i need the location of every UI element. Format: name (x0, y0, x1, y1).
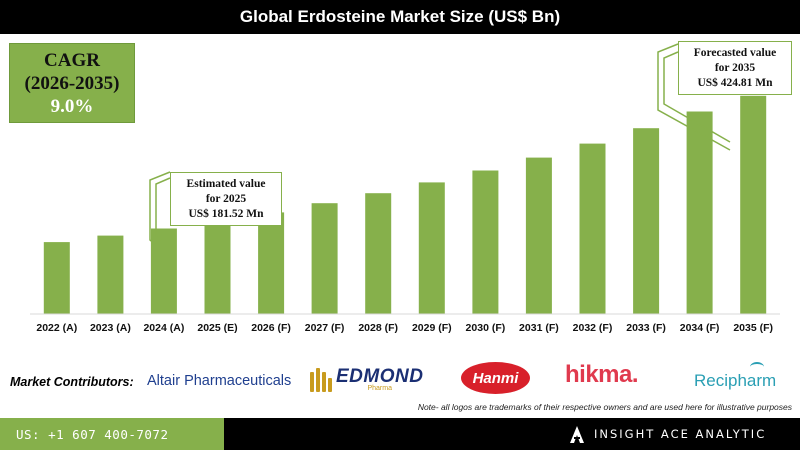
recipharm-logo: Recipharm (694, 362, 777, 391)
footer-brand-text: INSIGHT ACE ANALYTIC (594, 427, 767, 441)
edmond-logo-text: EDMOND (336, 366, 424, 387)
bar-7 (418, 182, 445, 314)
callout-2035-pointer (657, 43, 731, 151)
x-tick-label-6: 2028 (F) (358, 322, 398, 334)
bar-5 (311, 203, 338, 314)
callout-2035-line3: US$ 424.81 Mn (697, 76, 773, 89)
bar-4 (258, 212, 285, 314)
cagr-label: CAGR (44, 49, 100, 71)
hanmi-logo: Hanmi (461, 362, 530, 394)
edmond-logo-subtext: Pharma (367, 385, 392, 392)
altair-logo: Altair Pharmaceuticals (147, 373, 292, 389)
cagr-box: CAGR (2026-2035) 9.0% (9, 43, 135, 123)
x-tick-label-1: 2023 (A) (90, 322, 131, 334)
x-tick-label-10: 2032 (F) (573, 322, 613, 334)
bar-8 (472, 170, 499, 314)
insight-ace-logo-icon (570, 426, 584, 443)
bar-12 (686, 111, 713, 314)
x-tick-label-8: 2030 (F) (466, 322, 506, 334)
market-contributors-label: Market Contributors: (10, 375, 134, 389)
x-tick-label-7: 2029 (F) (412, 322, 452, 334)
trademark-note: Note- all logos are trademarks of their … (417, 402, 792, 412)
callout-2035: Forecasted value for 2035 US$ 424.81 Mn (678, 41, 792, 95)
callout-2025: Estimated value for 2025 US$ 181.52 Mn (170, 172, 282, 226)
x-tick-label-4: 2026 (F) (251, 322, 291, 334)
x-tick-label-3: 2025 (E) (197, 322, 237, 334)
edmond-logo: EDMOND Pharma (308, 362, 436, 396)
bar-11 (633, 128, 660, 314)
bar-9 (525, 157, 552, 314)
bar-0 (43, 242, 70, 314)
callout-2025-pointer (149, 171, 171, 249)
callout-2035-line1: Forecasted value (693, 46, 777, 59)
chart-title: Global Erdosteine Market Size (US$ Bn) (0, 0, 800, 34)
hikma-logo: hikma. (565, 361, 639, 388)
bar-13 (740, 95, 767, 314)
cagr-period: (2026-2035) (24, 72, 120, 94)
x-tick-labels: 2022 (A) 2023 (A) 2024 (A) 2025 (E) 2026 (F)… (36, 322, 773, 334)
x-tick-label-5: 2027 (F) (305, 322, 345, 334)
footer-phone: US: +1 607 400-7072 (0, 418, 224, 450)
x-tick-label-12: 2034 (F) (680, 322, 720, 334)
callout-2025-line1: Estimated value (186, 177, 266, 190)
x-tick-label-13: 2035 (F) (733, 322, 773, 334)
footer-brand-bar: INSIGHT ACE ANALYTIC (224, 418, 800, 450)
bars-group (43, 95, 767, 314)
bar-3 (204, 220, 231, 314)
bar-2 (150, 228, 177, 314)
bar-10 (579, 143, 606, 314)
bar-1 (97, 235, 124, 314)
cagr-value: 9.0% (50, 95, 94, 117)
bar-6 (365, 193, 392, 314)
callout-2025-pointer-inner (155, 177, 171, 245)
x-tick-label-9: 2031 (F) (519, 322, 559, 334)
x-tick-label-0: 2022 (A) (36, 322, 77, 334)
callout-2035-pointer-inner (663, 51, 731, 143)
x-tick-label-2: 2024 (A) (143, 322, 184, 334)
callout-2025-line2: for 2025 (205, 192, 247, 205)
callout-2035-line2: for 2035 (714, 61, 756, 74)
recipharm-swoosh-icon (750, 362, 764, 372)
recipharm-logo-text: Recipharm (694, 371, 777, 390)
edmond-mark-icon (308, 364, 334, 394)
callout-2025-line3: US$ 181.52 Mn (188, 207, 264, 220)
bar-chart: 2022 (A) 2023 (A) 2024 (A) 2025 (E) 2026 (F)… (30, 43, 780, 334)
x-tick-label-11: 2033 (F) (626, 322, 666, 334)
